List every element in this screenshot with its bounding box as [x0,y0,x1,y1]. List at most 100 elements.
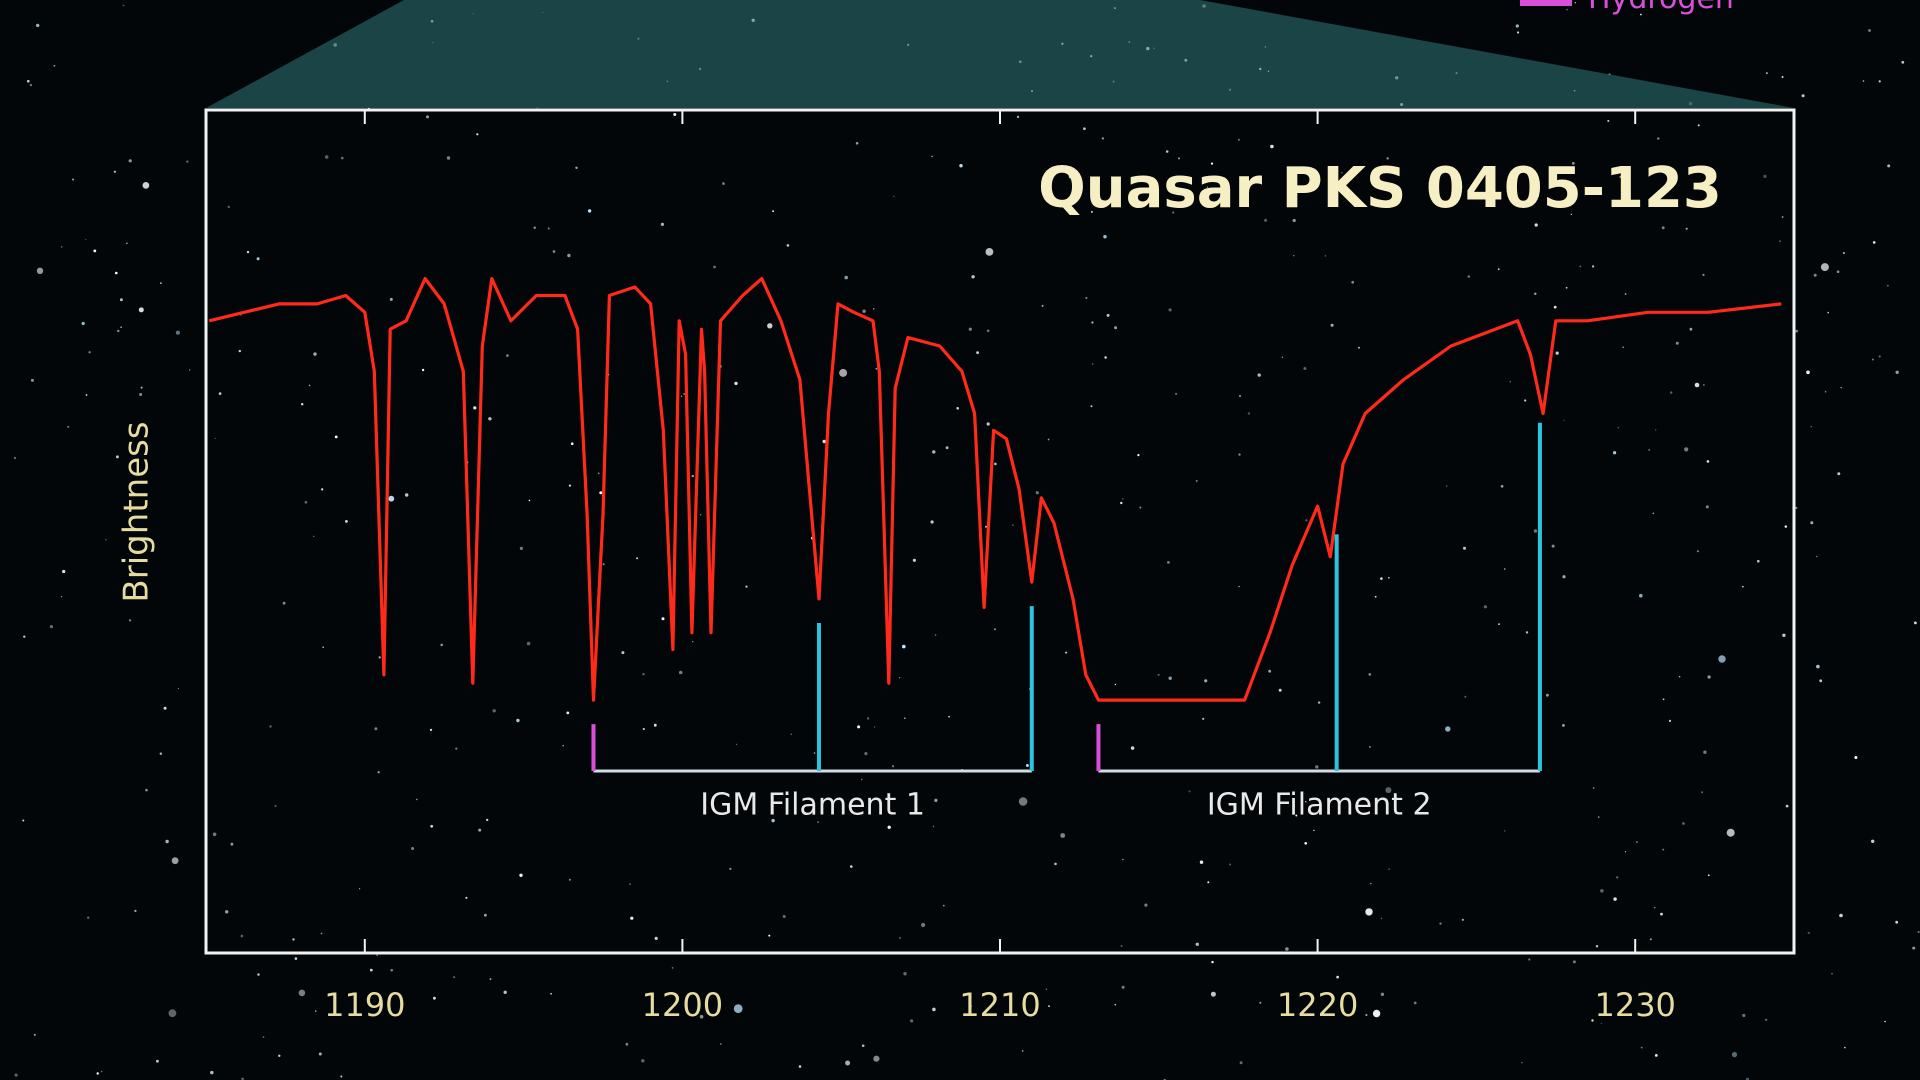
star [817,821,820,824]
star [476,133,479,136]
star [1600,889,1604,893]
star [903,972,907,976]
star [851,800,854,804]
star [1281,356,1284,358]
star [1386,157,1389,160]
star [1464,695,1467,698]
star [587,209,592,213]
star [526,641,531,646]
star [122,4,125,7]
star [433,996,436,1000]
star [1380,917,1383,919]
star [1120,945,1123,947]
star [1370,882,1372,885]
star [568,484,572,487]
star [1706,460,1710,463]
star [1862,80,1865,82]
star [115,455,119,459]
star [1622,346,1625,349]
star [959,164,963,168]
star [1025,764,1029,767]
star [369,968,373,972]
star [931,155,933,158]
x-tick-label: 1230 [1594,986,1675,1024]
star [1315,765,1319,769]
star [893,195,895,197]
star [1795,506,1798,509]
star [985,525,987,528]
star [1816,664,1820,669]
star [861,778,863,781]
star [1528,958,1531,961]
star [1624,293,1627,295]
star [1657,137,1660,140]
star [971,275,975,279]
star [1562,575,1566,579]
star [1509,381,1512,383]
star [942,904,945,907]
star [970,1005,972,1007]
star [1368,673,1372,676]
star [1534,223,1538,227]
star [1566,8,1568,11]
star [53,64,56,67]
star [570,442,574,446]
star [340,1075,343,1078]
star [653,723,657,727]
star [855,142,859,145]
star [322,646,325,648]
star [1336,975,1339,979]
star [1045,988,1048,990]
star [1388,577,1390,579]
star [602,563,605,566]
star [503,990,507,994]
star [699,513,702,516]
star [1091,321,1094,324]
star [257,973,260,976]
star [1694,382,1700,388]
star [1525,631,1529,634]
star [1210,162,1214,165]
star [599,491,603,495]
star [1303,367,1307,370]
star [1259,1001,1262,1004]
star [948,715,950,718]
star [932,825,935,828]
star [562,744,564,747]
star [891,765,895,768]
star [519,546,524,551]
star [60,596,63,598]
star [768,934,771,937]
star [230,842,234,846]
star [1199,860,1204,864]
star [1342,1010,1345,1013]
star [661,617,665,621]
star [1207,881,1210,884]
star [1668,719,1672,723]
star [1247,412,1251,415]
star [1912,946,1916,950]
star [1204,679,1208,683]
star [87,916,90,919]
star [1813,273,1817,277]
star [465,896,468,899]
star [945,446,949,450]
star [636,557,639,560]
star [210,1070,214,1075]
star [1264,218,1268,222]
star [625,1042,629,1046]
star [1619,175,1622,179]
star [1060,833,1066,838]
star [1358,346,1360,349]
star [142,182,150,189]
star [321,488,324,491]
star [1871,839,1875,843]
star [1785,804,1789,808]
legend-label: Hydrogen [1588,0,1734,16]
star [1293,255,1295,257]
star [790,733,792,735]
star [1483,605,1487,609]
star [304,500,308,504]
star [119,298,123,302]
star [1625,851,1627,853]
